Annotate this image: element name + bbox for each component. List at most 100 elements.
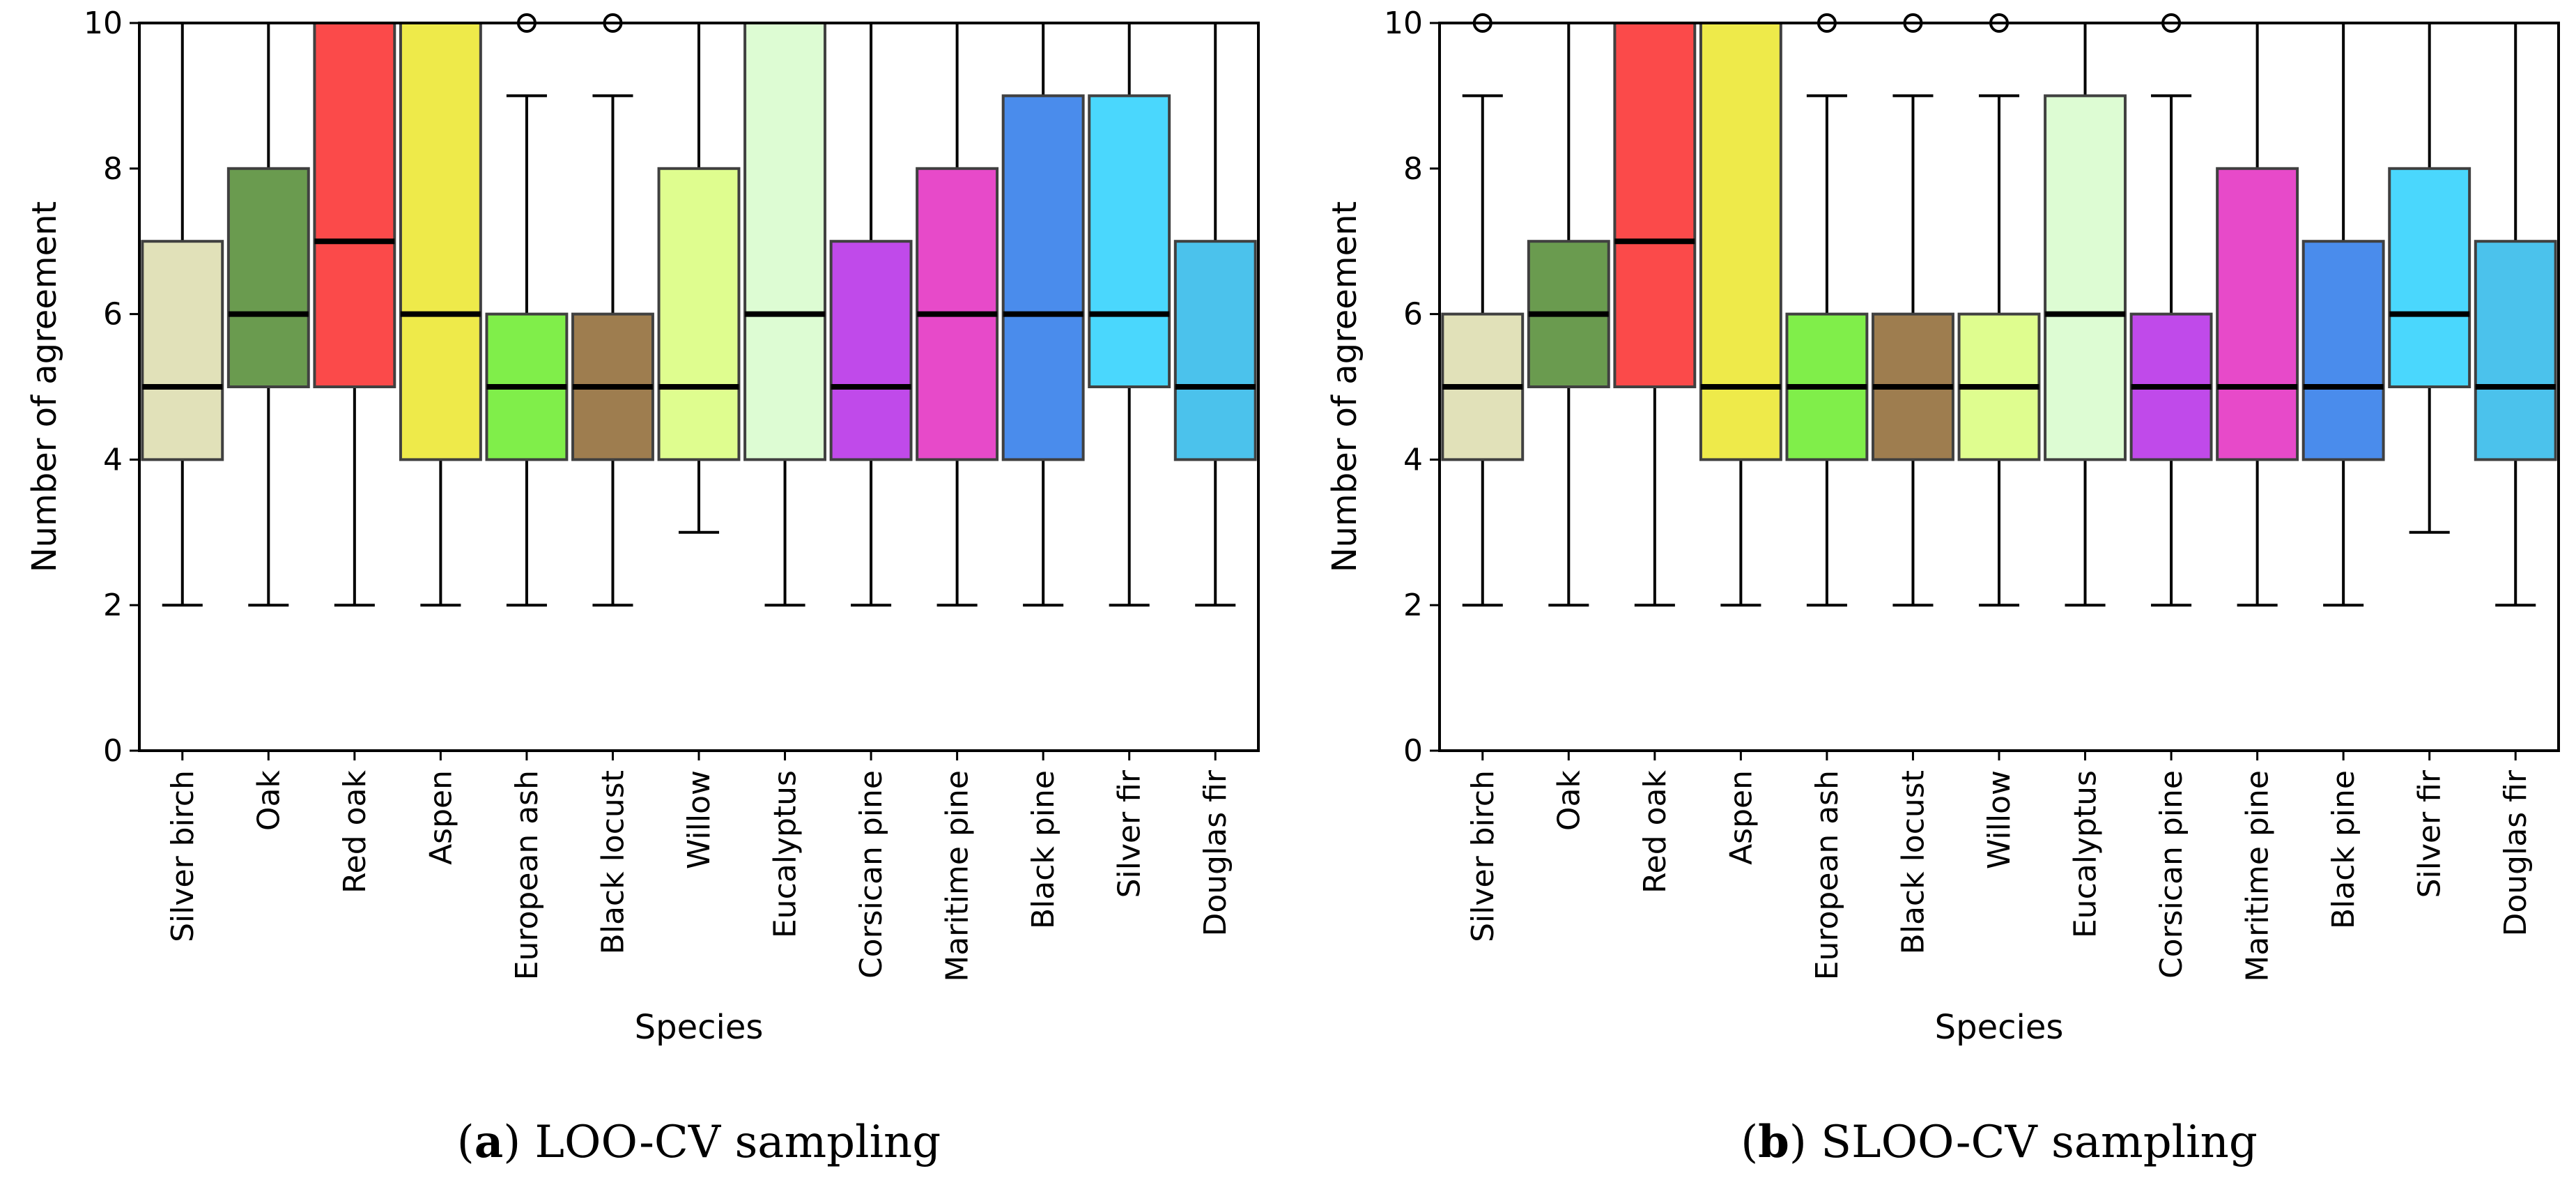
caption-open-paren: ( bbox=[1741, 1117, 1758, 1168]
panel-caption: (a) LOO-CV sampling bbox=[457, 1116, 941, 1168]
box-body bbox=[2388, 167, 2471, 389]
box-black-locust bbox=[1872, 13, 1954, 607]
box-body bbox=[829, 240, 913, 461]
y-tick-label: 4 bbox=[103, 442, 123, 477]
box-body bbox=[2474, 240, 2557, 461]
x-tick-label: Oak bbox=[251, 769, 286, 831]
box-corsican-pine bbox=[2129, 13, 2213, 607]
x-tick-label: Douglas fir bbox=[2498, 769, 2533, 936]
x-tick-label: Silver birch bbox=[165, 770, 201, 942]
x-tick-label: Corsican pine bbox=[2154, 770, 2189, 979]
box-body bbox=[743, 22, 826, 461]
box-body bbox=[1699, 22, 1782, 461]
y-tick-label: 2 bbox=[103, 588, 123, 623]
y-axis-title: Number of agreement bbox=[25, 201, 64, 573]
box-european-ash bbox=[1785, 13, 1869, 607]
y-tick-label: 8 bbox=[1403, 151, 1423, 187]
x-tick-label: Silver fir bbox=[2412, 769, 2448, 898]
box-corsican-pine bbox=[829, 22, 913, 607]
y-tick-label: 6 bbox=[1403, 297, 1423, 332]
x-tick-label: Black locust bbox=[1895, 770, 1931, 954]
x-tick-label: Red oak bbox=[337, 769, 373, 893]
box-body bbox=[2216, 167, 2299, 461]
box-willow bbox=[657, 22, 741, 534]
x-tick-label: Douglas fir bbox=[1198, 769, 1233, 936]
x-tick-label: Silver birch bbox=[1465, 770, 1501, 942]
x-tick-label: Black locust bbox=[595, 770, 631, 954]
x-tick-label: Aspen bbox=[1723, 770, 1759, 865]
box-body bbox=[1613, 22, 1697, 388]
plot-frame bbox=[138, 22, 1260, 752]
box-body bbox=[2301, 240, 2385, 461]
box-aspen bbox=[1699, 22, 1782, 607]
box-red-oak bbox=[1613, 22, 1697, 607]
y-tick-label: 8 bbox=[103, 151, 123, 187]
box-body bbox=[2044, 94, 2127, 461]
box-body bbox=[313, 22, 396, 388]
x-tick-label: Oak bbox=[1551, 769, 1587, 831]
box-body bbox=[141, 240, 224, 461]
box-body bbox=[226, 167, 310, 389]
x-tick-label: Eucalyptus bbox=[2068, 770, 2104, 938]
plot-frame bbox=[1438, 22, 2560, 752]
x-tick-label: Maritime pine bbox=[940, 770, 975, 982]
box-body bbox=[1173, 240, 1257, 461]
box-body bbox=[1001, 94, 1085, 461]
box-black-pine bbox=[2301, 22, 2385, 607]
box-maritime-pine bbox=[2216, 22, 2299, 607]
box-willow bbox=[1957, 13, 2041, 607]
caption-open-paren: ( bbox=[457, 1117, 475, 1168]
caption-label: LOO-CV sampling bbox=[535, 1117, 941, 1168]
x-tick-label: Willow bbox=[1982, 770, 2017, 869]
y-tick-label: 10 bbox=[1384, 6, 1423, 41]
y-axis-title: Number of agreement bbox=[1325, 201, 1364, 573]
box-oak bbox=[226, 22, 310, 607]
box-eucalyptus bbox=[743, 22, 826, 607]
y-tick-label: 10 bbox=[84, 6, 123, 41]
box-silver-birch bbox=[141, 22, 224, 607]
box-red-oak bbox=[313, 22, 396, 607]
x-tick-label: Silver fir bbox=[1112, 769, 1148, 898]
box-silver-fir bbox=[2388, 22, 2471, 534]
x-tick-label: Willow bbox=[681, 770, 717, 869]
box-body bbox=[657, 167, 741, 461]
box-european-ash bbox=[485, 13, 569, 607]
caption-close-paren: ) bbox=[503, 1117, 534, 1168]
box-aspen bbox=[399, 22, 482, 607]
caption-label: SLOO-CV sampling bbox=[1821, 1117, 2258, 1168]
x-axis-title: Species bbox=[1935, 1008, 2064, 1047]
box-silver-birch bbox=[1441, 13, 1525, 607]
y-tick-label: 4 bbox=[1403, 442, 1423, 477]
box-body bbox=[1088, 94, 1171, 388]
panel-loo-cv: 0 2 4 6 8 10 Silver birch Oak Red oak Aspen Europe… bbox=[25, 6, 1260, 1168]
y-tick-label: 2 bbox=[1403, 588, 1423, 623]
x-tick-label: Maritime pine bbox=[2240, 770, 2276, 982]
x-tick-label: European ash bbox=[1810, 770, 1845, 980]
box-maritime-pine bbox=[916, 22, 999, 607]
x-tick-label: European ash bbox=[509, 770, 545, 980]
y-tick-label: 6 bbox=[103, 297, 123, 332]
x-tick-label: Black pine bbox=[2326, 770, 2361, 929]
box-eucalyptus bbox=[2044, 22, 2127, 607]
y-tick-label: 0 bbox=[1403, 733, 1423, 769]
box-oak bbox=[1527, 22, 1610, 607]
panel-sloo-cv: 0 2 4 6 8 10 Silver birch Oak Red oak Aspen Europe… bbox=[1325, 6, 2560, 1168]
x-tick-label: Corsican pine bbox=[854, 770, 889, 979]
box-silver-fir bbox=[1088, 22, 1171, 607]
x-tick-label: Red oak bbox=[1637, 769, 1673, 893]
x-axis-title: Species bbox=[635, 1008, 764, 1047]
x-tick-label: Eucalyptus bbox=[768, 770, 803, 938]
x-tick-label: Aspen bbox=[423, 770, 458, 865]
box-douglas-fir bbox=[1173, 22, 1257, 607]
panel-caption: (b) SLOO-CV sampling bbox=[1741, 1116, 2258, 1168]
box-black-locust bbox=[571, 13, 654, 607]
box-black-pine bbox=[1001, 22, 1085, 607]
y-tick-label: 0 bbox=[103, 733, 123, 769]
box-body bbox=[399, 22, 482, 461]
caption-close-paren: ) bbox=[1789, 1117, 1821, 1168]
box-douglas-fir bbox=[2474, 22, 2557, 607]
caption-letter: b bbox=[1758, 1116, 1789, 1168]
x-tick-label: Black pine bbox=[1026, 770, 1061, 929]
caption-letter: a bbox=[475, 1116, 503, 1168]
